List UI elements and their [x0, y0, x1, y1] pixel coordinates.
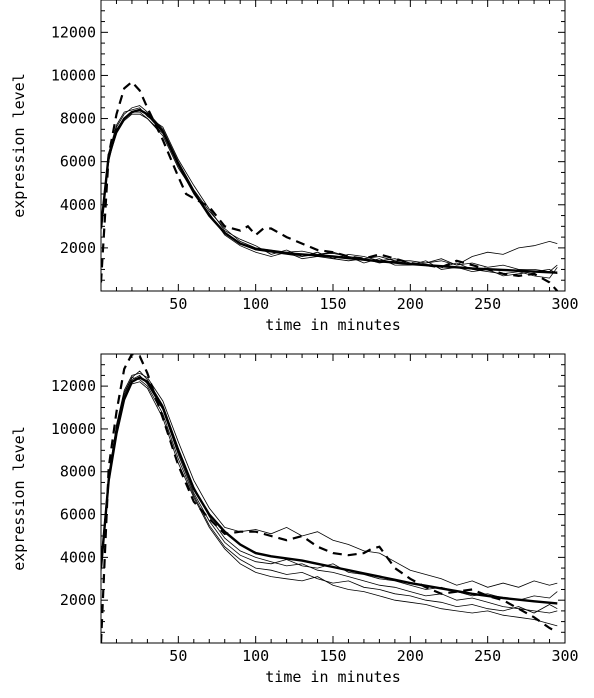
x-tick-label: 200: [397, 647, 424, 665]
series-line-dashed-2: [101, 80, 559, 291]
series-line-thin-6: [101, 381, 558, 627]
series-line-thin-6: [101, 111, 558, 266]
series-line-thin-3: [101, 372, 558, 588]
x-tick-label: 200: [397, 295, 424, 313]
series-group: [101, 80, 559, 291]
y-tick-label: 4000: [60, 196, 96, 214]
x-tick-label: 150: [319, 295, 346, 313]
y-axis-title: expression level: [10, 73, 28, 218]
y-tick-label: 6000: [60, 153, 96, 171]
series-line-thin-3: [101, 105, 558, 273]
x-tick-label: 100: [242, 647, 269, 665]
y-axis-title: expression level: [10, 426, 28, 571]
chart-panel-1: 50 100 150 200 250 300 2000 4000 6000 8000 10000 12…: [10, 0, 579, 334]
chart-panel-2: 50 100 150 200 250 300 2000 4000 6000 8000 10000 12…: [10, 353, 579, 686]
x-tick-label: 150: [319, 647, 346, 665]
y-tick-label: 4000: [60, 548, 96, 566]
y-tick-label: 12000: [51, 377, 96, 395]
x-tick-label: 50: [169, 295, 187, 313]
x-tick-label: 250: [474, 647, 501, 665]
x-tick-label: 50: [169, 647, 187, 665]
y-tick-label: 10000: [51, 66, 96, 84]
y-tick-label: 8000: [60, 110, 96, 128]
series-line-thin-5: [101, 107, 558, 277]
series-group: [101, 354, 558, 643]
y-tick-label: 2000: [60, 239, 96, 257]
x-tick-label: 300: [551, 647, 578, 665]
y-tick-label: 8000: [60, 463, 96, 481]
y-tick-label: 6000: [60, 506, 96, 524]
y-tick-label: 10000: [51, 420, 96, 438]
x-tick-label: 300: [551, 295, 578, 313]
x-axis-title: time in minutes: [265, 316, 400, 334]
series-line-fit-1: [101, 108, 558, 274]
y-tick-label: 12000: [51, 23, 96, 41]
series-line-thin-7: [101, 370, 558, 614]
series-line-thin-5: [101, 377, 558, 614]
y-tick-label: 2000: [60, 591, 96, 609]
x-tick-label: 250: [474, 295, 501, 313]
series-line-fit-1: [101, 376, 558, 605]
plot-frame: [100, 353, 566, 644]
series-line-dashed-2: [101, 354, 558, 643]
x-axis-title: time in minutes: [265, 668, 400, 686]
x-tick-label: 100: [242, 295, 269, 313]
